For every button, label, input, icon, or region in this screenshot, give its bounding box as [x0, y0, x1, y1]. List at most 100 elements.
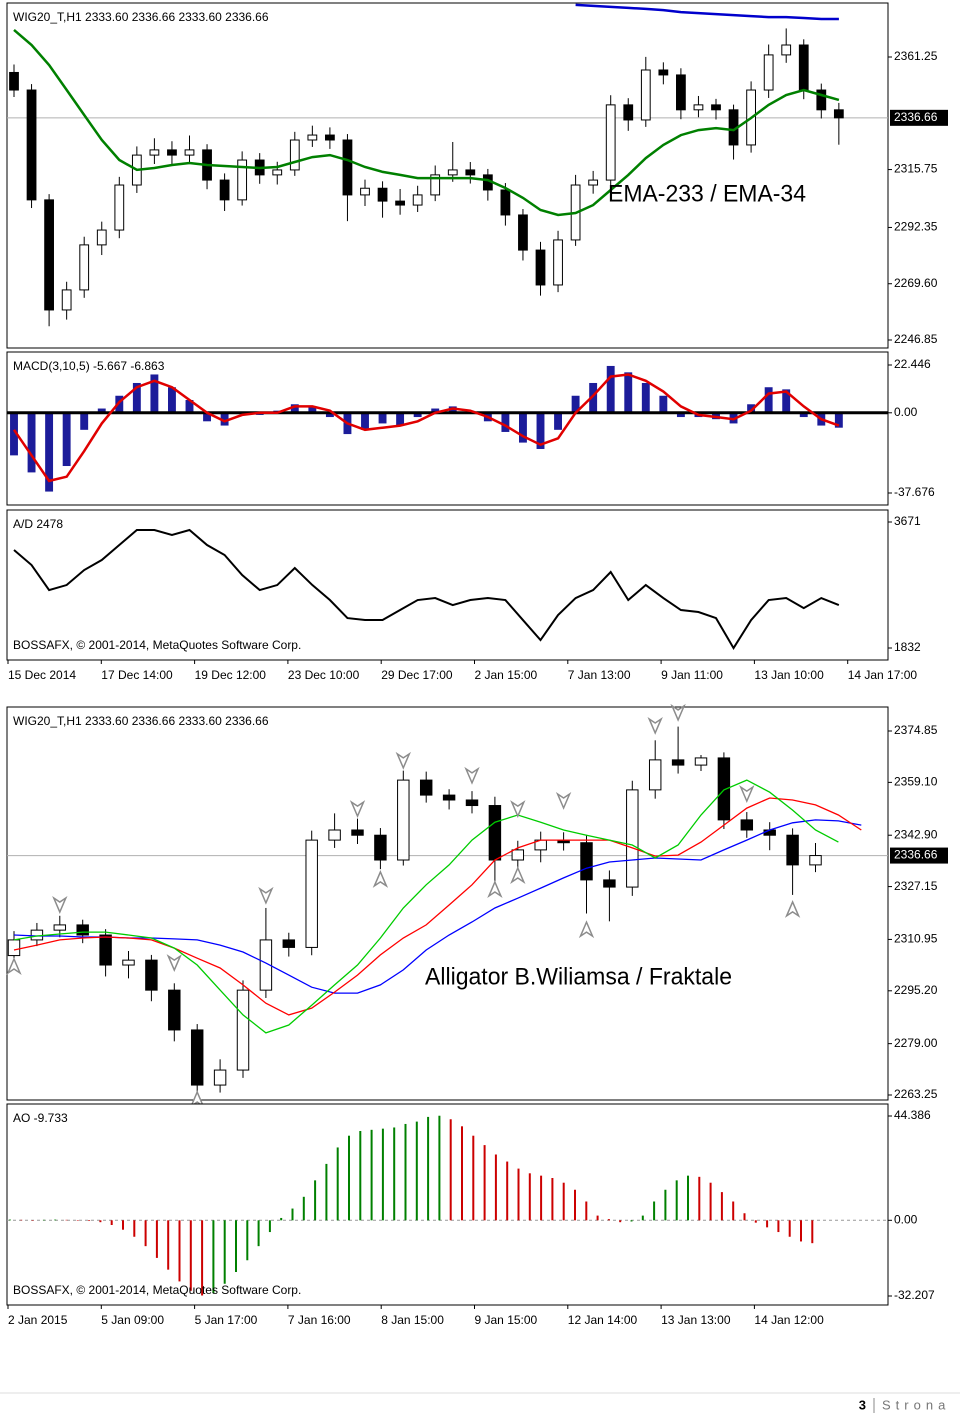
candle-body: [397, 779, 410, 861]
histogram-bar: [308, 406, 317, 413]
candle-body: [623, 104, 634, 121]
fractal-arrow: [670, 703, 686, 722]
y-tick-label: 3671: [894, 514, 921, 528]
x-tick-label: 2 Jan 15:00: [475, 668, 538, 682]
candle-body: [465, 799, 479, 807]
candle-body: [167, 149, 177, 156]
fractal-arrow: [166, 954, 182, 972]
last-price-label: 2336.66: [894, 110, 938, 124]
y-tick-label: 2315.75: [894, 162, 938, 176]
series-line: [13, 779, 839, 1034]
histogram-bar: [168, 387, 176, 413]
fractal-arrow: [555, 791, 572, 810]
candle-body: [809, 855, 822, 866]
histogram-bar: [788, 1220, 791, 1237]
histogram-bar: [659, 395, 668, 413]
fractal-arrow: [6, 957, 22, 976]
y-tick-label: 44.386: [894, 1108, 931, 1122]
histogram-bar: [782, 389, 791, 413]
annotation: Alligator B.Wiliamsa / Fraktale: [425, 963, 732, 990]
candle-body: [44, 199, 54, 311]
candle-body: [26, 89, 37, 201]
candle-body: [272, 169, 283, 176]
panel-frame: [6, 706, 889, 1101]
candle-body: [342, 139, 353, 196]
histogram-bar: [20, 1219, 23, 1221]
candle-body: [693, 104, 704, 111]
histogram-bar: [449, 1119, 452, 1221]
x-tick-label: 2 Jan 2015: [8, 1313, 68, 1327]
x-tick-label: 8 Jan 15:00: [381, 1313, 444, 1327]
series-line: [13, 797, 862, 1016]
y-tick-label: 2279.00: [894, 1036, 938, 1050]
fractal-arrow: [510, 800, 526, 819]
histogram-bar: [144, 1220, 147, 1247]
histogram-bar: [427, 1116, 430, 1221]
histogram-bar: [302, 1196, 305, 1221]
histogram-bar: [431, 408, 440, 413]
candle-body: [711, 104, 721, 111]
histogram-bar: [110, 1220, 113, 1226]
histogram-bar: [596, 1215, 599, 1221]
histogram-bar: [80, 412, 89, 430]
y-tick-label: 2359.10: [894, 775, 938, 789]
candle-body: [61, 289, 72, 311]
candle-body: [626, 789, 639, 888]
x-tick-label: 13 Jan 10:00: [754, 668, 824, 682]
panel-title: MACD(3,10,5) -5.667 -6.863: [13, 359, 165, 373]
page-label: Strona: [882, 1397, 950, 1412]
histogram-bar: [336, 1147, 339, 1221]
candle-body: [588, 179, 599, 186]
candle-body: [374, 834, 387, 861]
candle-body: [213, 1069, 227, 1086]
y-tick-label: -32.207: [894, 1288, 935, 1302]
histogram-bar: [45, 412, 54, 492]
candle-body: [289, 139, 300, 171]
fractal-arrow: [349, 800, 366, 819]
candle-body: [781, 44, 792, 56]
histogram-bar: [777, 1220, 780, 1233]
x-tick-label: 5 Jan 09:00: [101, 1313, 164, 1327]
candle-body: [96, 229, 107, 246]
candle-body: [307, 134, 318, 141]
candle-body: [53, 924, 67, 931]
y-tick-label: 2263.25: [894, 1087, 938, 1101]
histogram-bar: [348, 1135, 350, 1221]
panel-title: WIG20_T,H1 2333.60 2336.66 2333.60 2336.…: [13, 714, 269, 728]
histogram-bar: [201, 1220, 204, 1296]
histogram-bar: [396, 412, 405, 426]
candle-body: [190, 1029, 204, 1086]
histogram-bar: [65, 1219, 68, 1221]
histogram-bar: [132, 382, 141, 413]
histogram-bar: [517, 1168, 520, 1221]
y-tick-label: 2342.90: [894, 827, 938, 841]
fractal-arrow: [739, 785, 755, 804]
candle-body: [605, 104, 616, 181]
histogram-bar: [720, 1192, 723, 1221]
candle-body: [114, 184, 125, 231]
histogram-bar: [675, 1180, 678, 1221]
histogram-bar: [589, 382, 598, 413]
histogram-bar: [280, 1217, 283, 1221]
candle-body: [9, 71, 19, 91]
candle-body: [282, 939, 296, 948]
histogram-bar: [747, 404, 756, 413]
fractal-arrow: [464, 766, 480, 785]
x-tick-label: 15 Dec 2014: [8, 668, 76, 682]
candle-body: [236, 989, 250, 1071]
histogram-bar: [223, 1220, 226, 1284]
candle-body: [76, 924, 89, 936]
x-tick-label: 23 Dec 10:00: [288, 668, 360, 682]
histogram-bar: [235, 1220, 237, 1273]
x-tick-label: 14 Jan 17:00: [848, 668, 918, 682]
candle-body: [149, 149, 160, 156]
fractal-arrow: [372, 869, 389, 888]
candle-body: [325, 134, 335, 141]
candle-body: [763, 54, 774, 91]
histogram-bar: [9, 1219, 11, 1221]
histogram-bar: [551, 1178, 554, 1221]
histogram-bar: [536, 412, 545, 449]
y-tick-label: 22.446: [894, 357, 931, 371]
